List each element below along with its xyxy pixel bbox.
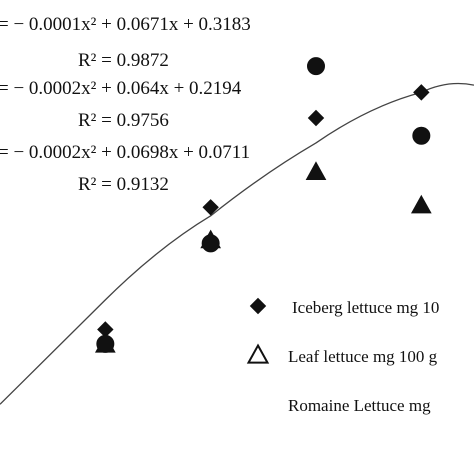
legend-label-iceberg: Iceberg lettuce mg 10 xyxy=(292,298,439,317)
point-diamond-4 xyxy=(413,84,430,101)
point-circle-2 xyxy=(201,234,220,253)
legend-marker-leaf xyxy=(246,343,270,364)
r-squared-2: R² = 0.9756 xyxy=(78,110,169,131)
legend: Iceberg lettuce mg 10 Leaf lettuce mg 10… xyxy=(246,297,439,415)
point-circle-1 xyxy=(96,334,115,353)
point-diamond-3 xyxy=(307,109,325,127)
point-diamond-2 xyxy=(202,199,219,216)
r-squared-1: R² = 0.9872 xyxy=(78,50,169,71)
legend-marker-iceberg xyxy=(249,297,267,315)
legend-diamond-marker xyxy=(249,297,267,315)
point-triangle-4 xyxy=(410,194,432,214)
legend-triangle-marker xyxy=(246,343,270,364)
equation-3: = − 0.0002x² + 0.0698x + 0.0711 xyxy=(0,142,250,163)
r-squared-3: R² = 0.9132 xyxy=(78,174,169,195)
data-points xyxy=(94,57,432,353)
legend-label-leaf: Leaf lettuce mg 100 g xyxy=(288,347,438,366)
point-circle-4 xyxy=(412,126,431,145)
equation-2: = − 0.0002x² + 0.064x + 0.2194 xyxy=(0,78,242,99)
trendline-equations: = − 0.0001x² + 0.0671x + 0.3183 R² = 0.9… xyxy=(0,14,251,195)
point-triangle-3 xyxy=(305,161,327,180)
point-circle-3 xyxy=(307,57,325,76)
legend-label-romaine: Romaine Lettuce mg xyxy=(288,396,431,415)
equation-1: = − 0.0001x² + 0.0671x + 0.3183 xyxy=(0,14,251,35)
